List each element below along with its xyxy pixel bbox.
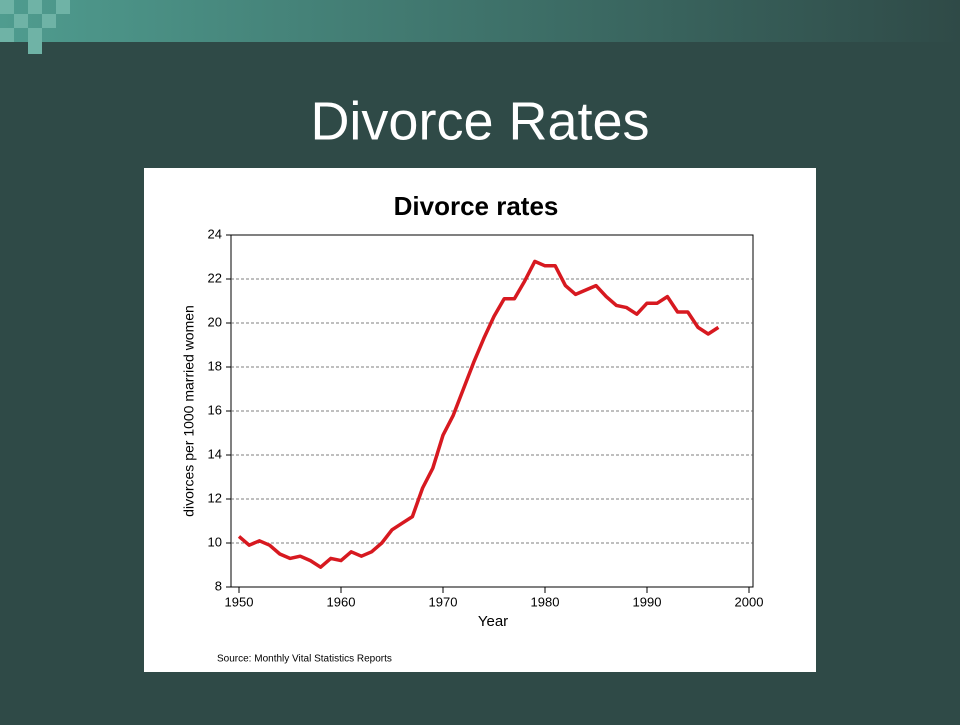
y-tick-label: 18 — [208, 358, 222, 373]
y-tick-label: 12 — [208, 490, 222, 505]
y-tick-label: 20 — [208, 314, 222, 329]
x-tick-label: 1980 — [531, 594, 560, 609]
header-band — [0, 0, 960, 42]
y-tick-label: 22 — [208, 270, 222, 285]
source-note: Source: Monthly Vital Statistics Reports — [217, 654, 392, 665]
slide-title: Divorce Rates — [310, 91, 649, 151]
x-tick-label: 1970 — [429, 594, 458, 609]
y-tick-label: 8 — [215, 578, 222, 593]
x-tick-label: 1960 — [327, 594, 356, 609]
y-axis-label: divorces per 1000 married women — [181, 305, 197, 517]
x-tick-label: 1950 — [225, 594, 254, 609]
y-tick-label: 24 — [208, 226, 222, 241]
y-tick-label: 16 — [208, 402, 222, 417]
x-tick-label: 1990 — [633, 594, 662, 609]
x-tick-label: 2000 — [735, 594, 764, 609]
y-tick-label: 14 — [208, 446, 222, 461]
chart-panel — [144, 168, 816, 672]
x-axis-label: Year — [478, 613, 508, 630]
y-tick-label: 10 — [208, 534, 222, 549]
decoration — [0, 0, 70, 54]
data-line — [237, 259, 720, 569]
chart-title: Divorce rates — [394, 191, 559, 221]
